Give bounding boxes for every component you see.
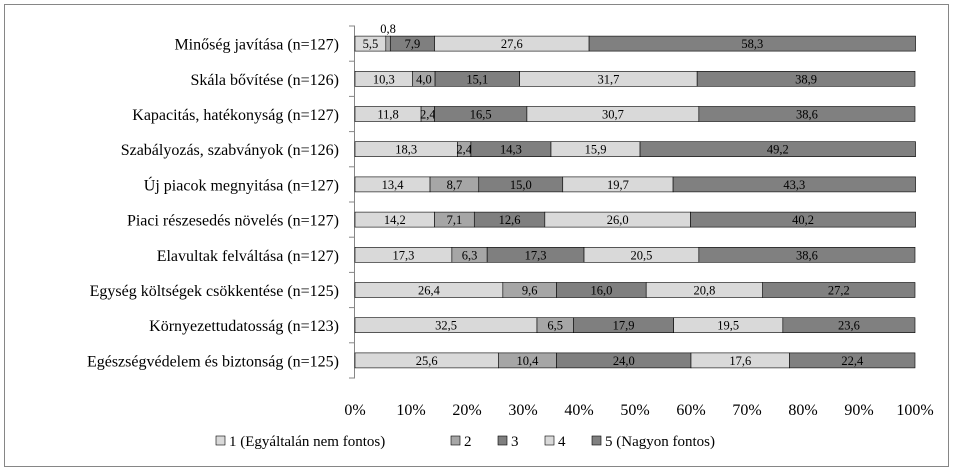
- x-tick-label: 90%: [844, 402, 873, 419]
- x-tick-label: 20%: [452, 402, 481, 419]
- bar-segment: [782, 317, 916, 334]
- bar-segment: [639, 141, 916, 157]
- data-label: 15,9: [585, 143, 607, 157]
- data-label: 9,6: [522, 284, 538, 298]
- legend-swatch: [591, 435, 602, 446]
- data-label: 15,1: [466, 72, 488, 86]
- legend-swatch: [544, 435, 555, 446]
- category-label: Szabályozás, szabványok (n=126): [121, 142, 339, 159]
- data-label: 27,2: [828, 284, 850, 298]
- category-label: Kapacitás, hatékonyság (n=127): [132, 107, 339, 124]
- data-label: 0,8: [380, 22, 396, 36]
- x-tick-label: 0%: [344, 402, 365, 419]
- data-label: 38,9: [795, 72, 817, 86]
- data-label: 17,6: [729, 354, 751, 368]
- data-label: 38,6: [796, 248, 818, 262]
- data-label: 24,0: [613, 354, 635, 368]
- bar-segment: [588, 35, 916, 52]
- data-label: 17,3: [525, 248, 547, 262]
- bar-segment: [385, 35, 391, 52]
- legend-label: 5 (Nagyon fontos): [605, 434, 715, 450]
- data-label: 23,6: [838, 319, 860, 333]
- data-label: 31,7: [597, 72, 619, 86]
- category-label: Környezettudatosság (n=123): [149, 318, 339, 335]
- x-tick-label: 70%: [732, 402, 761, 419]
- category-label: Elavultak felváltása (n=127): [157, 248, 339, 265]
- data-label: 25,6: [416, 354, 438, 368]
- legend-label: 2: [464, 434, 472, 450]
- bar-segment: [696, 71, 916, 87]
- data-label: 17,9: [613, 319, 635, 333]
- bar-segment: [698, 247, 916, 263]
- data-label: 11,8: [377, 108, 398, 122]
- data-label: 20,8: [694, 284, 716, 298]
- data-label: 17,3: [393, 248, 415, 262]
- data-label: 7,9: [405, 37, 421, 51]
- data-label: 2,4: [456, 143, 472, 157]
- category-label: Új piacok megnyitása (n=127): [144, 175, 339, 194]
- bar-segment: [690, 211, 916, 228]
- data-label: 6,5: [547, 319, 563, 333]
- legend-swatch: [215, 435, 226, 446]
- data-label: 10,4: [517, 354, 540, 368]
- legend-swatch: [450, 435, 461, 446]
- data-label: 12,6: [499, 213, 521, 227]
- x-tick-label: 30%: [508, 402, 537, 419]
- data-label: 14,2: [384, 213, 406, 227]
- data-label: 27,6: [501, 37, 523, 51]
- x-tick-label: 10%: [396, 402, 425, 419]
- data-label: 18,3: [395, 143, 417, 157]
- data-label: 43,3: [783, 178, 805, 192]
- bar-segment: [698, 106, 916, 122]
- data-label: 32,5: [435, 319, 457, 333]
- data-label: 26,0: [607, 213, 629, 227]
- data-label: 16,0: [590, 284, 612, 298]
- data-label: 14,3: [500, 143, 522, 157]
- legend-label: 4: [558, 434, 566, 450]
- legend-swatch: [497, 435, 508, 446]
- x-tick-label: 100%: [896, 402, 933, 419]
- data-label: 30,7: [602, 108, 624, 122]
- legend-label: 3: [511, 434, 519, 450]
- data-label: 5,5: [363, 37, 379, 51]
- data-label: 22,4: [841, 354, 864, 368]
- x-tick-label: 60%: [676, 402, 705, 419]
- data-label: 8,7: [447, 178, 463, 192]
- data-label: 7,1: [447, 213, 463, 227]
- data-label: 6,3: [462, 248, 478, 262]
- data-label: 13,4: [382, 178, 405, 192]
- category-label: Minőség javítása (n=127): [174, 37, 339, 54]
- legend-label: 1 (Egyáltalán nem fontos): [229, 434, 385, 450]
- x-tick-label: 40%: [564, 402, 593, 419]
- category-label: Piaci részesedés növelés (n=127): [127, 213, 339, 230]
- data-label: 26,4: [418, 284, 441, 298]
- category-label: Skála bővítése (n=126): [190, 72, 339, 89]
- data-label: 38,6: [796, 108, 818, 122]
- data-label: 40,2: [792, 213, 814, 227]
- x-tick-label: 80%: [788, 402, 817, 419]
- data-label: 10,3: [373, 72, 395, 86]
- data-label: 58,3: [741, 37, 763, 51]
- category-label: Egység költségek csökkentése (n=125): [90, 283, 339, 300]
- bar-segment: [789, 352, 916, 369]
- data-label: 20,5: [631, 248, 653, 262]
- bar-segment: [672, 176, 916, 193]
- data-label: 2,4: [420, 108, 436, 122]
- data-label: 49,2: [767, 143, 789, 157]
- data-label: 4,0: [416, 72, 432, 86]
- data-label: 15,0: [510, 178, 532, 192]
- data-label: 19,5: [717, 319, 739, 333]
- x-tick-label: 50%: [620, 402, 649, 419]
- data-label: 19,7: [607, 178, 629, 192]
- bar-segment: [762, 282, 916, 298]
- category-label: Egészségvédelem és biztonság (n=125): [87, 353, 339, 370]
- data-label: 16,5: [470, 108, 492, 122]
